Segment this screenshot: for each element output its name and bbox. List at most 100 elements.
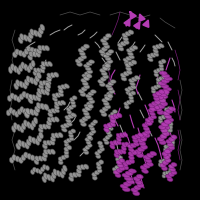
Ellipse shape [160,163,166,167]
Ellipse shape [53,169,58,176]
Ellipse shape [142,123,148,128]
Ellipse shape [158,81,166,85]
Ellipse shape [87,70,93,74]
Ellipse shape [142,132,148,136]
Ellipse shape [125,171,133,175]
Ellipse shape [107,94,113,98]
Ellipse shape [36,102,41,109]
Ellipse shape [41,45,46,51]
Ellipse shape [69,134,73,138]
Ellipse shape [147,54,153,58]
Ellipse shape [58,132,63,138]
Ellipse shape [162,152,168,156]
Ellipse shape [85,94,91,98]
Ellipse shape [48,109,53,114]
Ellipse shape [123,40,129,44]
Ellipse shape [104,127,109,132]
Ellipse shape [104,124,109,129]
Ellipse shape [100,109,105,113]
Ellipse shape [132,45,138,50]
Ellipse shape [139,141,146,146]
Ellipse shape [21,141,26,148]
Ellipse shape [119,167,125,171]
Ellipse shape [89,60,95,64]
Ellipse shape [150,53,156,57]
Ellipse shape [170,167,176,172]
Ellipse shape [160,134,167,139]
Ellipse shape [161,115,166,119]
Ellipse shape [27,66,31,73]
Ellipse shape [108,82,114,86]
Ellipse shape [20,126,24,133]
Ellipse shape [161,122,168,127]
Ellipse shape [12,109,16,115]
Ellipse shape [52,94,57,98]
Ellipse shape [19,81,24,88]
Ellipse shape [28,98,33,104]
Ellipse shape [160,90,168,93]
Ellipse shape [128,169,136,173]
Ellipse shape [50,175,55,182]
Ellipse shape [157,137,164,141]
Ellipse shape [165,158,169,162]
Ellipse shape [151,90,156,94]
Ellipse shape [38,45,43,51]
Ellipse shape [136,174,143,179]
Ellipse shape [162,74,170,78]
Ellipse shape [145,130,151,134]
Ellipse shape [50,136,56,142]
Ellipse shape [162,174,166,178]
Ellipse shape [125,63,131,68]
Ellipse shape [142,169,148,173]
Ellipse shape [37,72,41,79]
Ellipse shape [39,81,44,86]
Ellipse shape [126,91,132,95]
Ellipse shape [157,92,165,96]
Ellipse shape [157,84,161,88]
Ellipse shape [87,135,92,139]
Ellipse shape [52,172,56,179]
Ellipse shape [164,150,169,154]
Ellipse shape [81,122,86,126]
Ellipse shape [84,85,90,89]
Ellipse shape [162,159,166,163]
Ellipse shape [20,107,24,113]
Ellipse shape [82,108,88,113]
Ellipse shape [35,139,40,145]
Ellipse shape [161,93,166,97]
Ellipse shape [45,86,50,92]
Ellipse shape [125,142,130,147]
Ellipse shape [128,145,133,149]
Ellipse shape [161,99,166,103]
Ellipse shape [18,37,23,44]
Ellipse shape [118,156,123,160]
Ellipse shape [24,79,29,86]
Ellipse shape [19,157,23,163]
Ellipse shape [104,67,110,71]
Ellipse shape [158,119,163,123]
Ellipse shape [34,117,38,124]
Ellipse shape [148,57,153,62]
Ellipse shape [118,163,124,168]
Ellipse shape [128,30,134,34]
Ellipse shape [6,110,10,116]
Ellipse shape [127,180,134,184]
Ellipse shape [146,121,152,125]
Ellipse shape [30,77,34,84]
Ellipse shape [46,124,51,129]
Ellipse shape [167,143,173,147]
Ellipse shape [102,64,108,68]
Ellipse shape [24,64,28,71]
Ellipse shape [12,155,17,160]
Ellipse shape [166,109,173,113]
Ellipse shape [162,166,167,171]
Ellipse shape [54,101,59,106]
Ellipse shape [100,77,106,81]
Ellipse shape [128,86,133,91]
Ellipse shape [17,96,21,102]
Ellipse shape [96,162,101,166]
Ellipse shape [18,50,23,56]
Ellipse shape [24,120,28,127]
Ellipse shape [33,110,38,116]
Ellipse shape [58,89,63,93]
